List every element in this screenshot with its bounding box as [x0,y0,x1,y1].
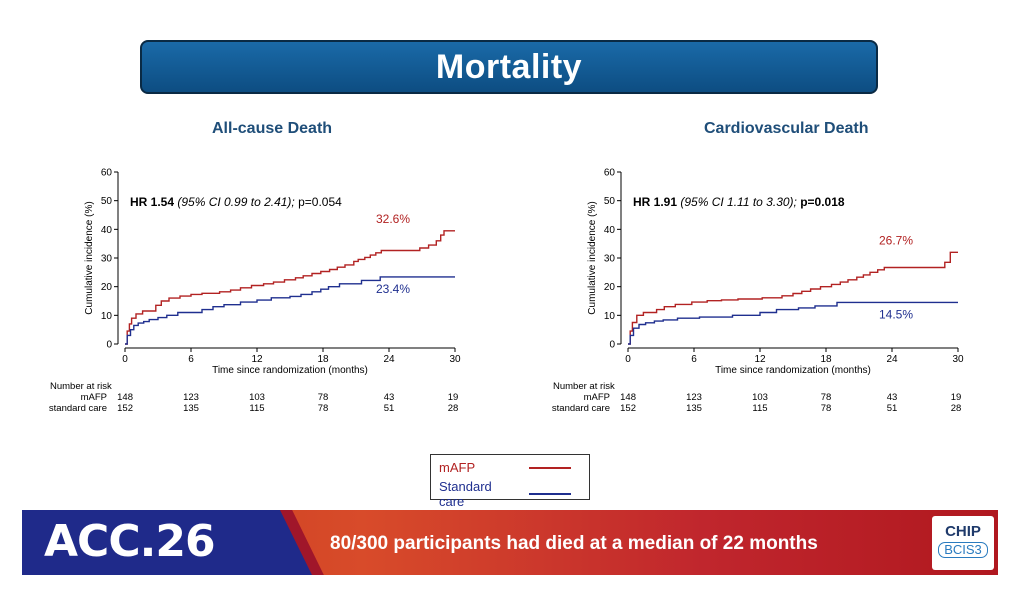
risk-table-value: 51 [887,403,898,414]
risk-table-value: 78 [821,392,832,403]
logo-bcis-text: BCIS3 [938,542,988,558]
legend-swatch-standard-care [529,493,571,495]
risk-table-row-label: standard care [49,403,107,414]
hr-p-value: p=0.018 [800,195,845,209]
legend: mAFP Standard care [430,454,590,509]
x-tick-label: 18 [317,354,329,365]
x-tick-label: 12 [251,354,263,365]
chart-all-cause-death: 0 10 20 30 40 50 60 0 6 12 18 24 30 Time since random… [49,168,461,415]
y-tick-label: 0 [106,340,112,351]
bottom-banner: ACC.26 80/300 participants had died at a… [22,510,998,575]
end-label-standard-care: 14.5% [879,307,913,321]
km-curve-mafp [125,230,455,345]
conference-block [22,510,312,575]
risk-table-value: 78 [318,392,329,403]
title-banner: Mortality [140,40,878,94]
y-axis-label: Cumulative incidence (%) [587,201,598,314]
risk-table-value: 123 [183,392,199,403]
y-tick-label: 10 [101,311,113,322]
km-curve-mafp [628,251,958,345]
x-tick-label: 30 [449,354,461,365]
y-tick-label: 20 [604,282,616,293]
hazard-ratio-annotation: HR 1.54 (95% CI 0.99 to 2.41); p=0.054 [130,195,342,209]
y-tick-label: 50 [101,196,113,207]
banner-message: 80/300 participants had died at a median… [330,533,818,554]
risk-table-value: 28 [951,403,962,414]
risk-table-value: 103 [752,392,768,403]
chart-title-all-cause: All-cause Death [212,120,333,137]
y-tick-label: 30 [101,254,113,265]
x-tick-label: 6 [188,354,194,365]
y-tick-label: 20 [101,282,113,293]
risk-table-row-label: standard care [552,403,610,414]
risk-table-value: 135 [183,403,199,414]
hr-ci: (95% CI 1.11 to 3.30); [680,195,800,209]
hr-value: HR 1.91 [633,195,680,209]
risk-table-value: 152 [620,403,636,414]
y-tick-label: 60 [101,168,113,179]
x-axis-label: Time since randomization (months) [212,365,368,376]
risk-table-heading: Number at risk [553,381,615,392]
risk-table-value: 115 [249,403,264,414]
page-title: Mortality [435,47,583,86]
risk-table-value: 78 [318,403,329,414]
legend-item-mafp: mAFP [439,460,571,475]
hr-p-value: p=0.054 [298,195,342,209]
end-label-mafp: 32.6% [376,212,410,226]
risk-table-heading: Number at risk [50,381,112,392]
risk-table-value: 51 [384,403,395,414]
km-curve-standard-care [628,301,958,345]
risk-table-value: 19 [448,392,459,403]
y-axis-label: Cumulative incidence (%) [84,201,95,314]
risk-table-value: 103 [249,392,265,403]
hazard-ratio-annotation: HR 1.91 (95% CI 1.11 to 3.30); p=0.018 [633,195,845,209]
legend-label-mafp: mAFP [439,460,476,475]
risk-table-row-label: mAFP [584,392,610,403]
y-tick-label: 50 [604,196,616,207]
x-tick-label: 12 [754,354,766,365]
risk-table-value: 115 [752,403,767,414]
risk-table-value: 123 [686,392,702,403]
risk-table-row-label: mAFP [81,392,107,403]
x-tick-label: 0 [122,354,128,365]
risk-table-value: 43 [384,392,395,403]
y-tick-label: 40 [101,225,113,236]
risk-table-value: 148 [117,392,133,403]
risk-table-value: 135 [686,403,702,414]
risk-table-value: 148 [620,392,636,403]
logo-chip-text: CHIP [945,523,981,540]
risk-table-value: 152 [117,403,133,414]
x-tick-label: 30 [952,354,964,365]
x-tick-label: 24 [886,354,898,365]
y-tick-label: 40 [604,225,616,236]
end-label-standard-care: 23.4% [376,282,410,296]
legend-item-standard-care: Standard care [439,479,571,509]
risk-table-value: 43 [887,392,898,403]
risk-table-value: 78 [821,403,832,414]
x-axis-label: Time since randomization (months) [715,365,871,376]
x-tick-label: 0 [625,354,631,365]
chart-title-cardiovascular: Cardiovascular Death [704,120,869,137]
x-tick-label: 6 [691,354,697,365]
x-tick-label: 24 [383,354,395,365]
risk-table-value: 19 [951,392,962,403]
risk-table-value: 28 [448,403,459,414]
conference-logo: ACC.26 [44,516,216,567]
chart-cardiovascular-death: 0 10 20 30 40 50 60 0 6 12 18 24 30 Time since random… [552,168,964,415]
km-curve-standard-care [125,276,455,345]
x-tick-label: 18 [820,354,832,365]
chip-bcis3-logo: CHIP BCIS3 [932,516,994,570]
legend-label-standard-care: Standard care [439,479,492,509]
legend-swatch-mafp [529,466,571,469]
end-label-mafp: 26.7% [879,233,913,247]
y-tick-label: 60 [604,168,616,179]
hr-value: HR 1.54 [130,195,177,209]
y-tick-label: 0 [609,340,615,351]
y-tick-label: 30 [604,254,616,265]
hr-ci: (95% CI 0.99 to 2.41); [177,195,298,209]
y-tick-label: 10 [604,311,616,322]
